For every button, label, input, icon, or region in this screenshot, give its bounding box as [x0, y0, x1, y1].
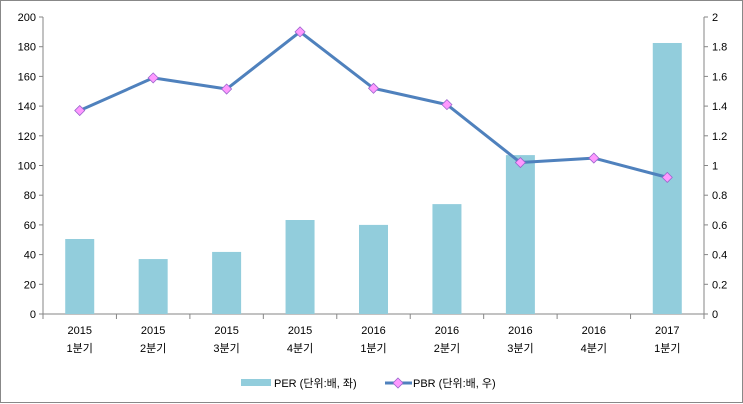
left-tick-label: 0: [30, 309, 36, 321]
pbr-marker: [661, 171, 673, 183]
x-tick-label-year: 2015: [141, 325, 165, 337]
x-tick-label-year: 2015: [67, 325, 91, 337]
x-tick-label-year: 2016: [582, 325, 606, 337]
x-tick-label-quarter: 4분기: [581, 342, 607, 355]
x-tick-label-quarter: 2분기: [434, 342, 460, 355]
x-tick-label-quarter: 3분기: [213, 342, 239, 355]
per-bar: [432, 204, 462, 314]
x-tick-label-quarter: 1분기: [654, 342, 680, 355]
x-tick-label-quarter: 3분기: [507, 342, 533, 355]
pbr-marker: [367, 82, 380, 94]
x-tick-label-quarter: 4분기: [287, 342, 313, 355]
right-tick-label: 1.4: [712, 101, 727, 113]
left-tick-label: 160: [18, 71, 36, 83]
per-bar: [138, 259, 168, 314]
pbr-marker: [441, 99, 453, 111]
per-bar: [212, 251, 242, 314]
right-tick-label: 1: [712, 161, 718, 173]
right-tick-label: 1.6: [712, 71, 727, 83]
pbr-line: [79, 30, 668, 179]
left-tick-label: 40: [24, 250, 36, 262]
right-tick-label: 0.2: [712, 279, 727, 291]
left-tick-label: 100: [18, 161, 36, 173]
x-tick-label-quarter: 1분기: [67, 342, 93, 355]
pbr-marker: [147, 72, 159, 84]
right-tick-label: 0.4: [712, 250, 727, 262]
left-tick-label: 80: [24, 190, 36, 202]
x-tick-label-year: 2015: [288, 325, 312, 337]
x-tick-label-year: 2017: [655, 325, 679, 337]
left-tick-label: 20: [24, 279, 36, 291]
per-bar: [359, 224, 388, 314]
per-bar: [285, 219, 315, 314]
x-tick-label-year: 2016: [435, 325, 459, 337]
legend-per-label: PER (단위:배, 좌): [274, 377, 357, 390]
left-tick-label: 200: [18, 12, 36, 24]
right-tick-label: 0.8: [712, 190, 727, 202]
x-tick-label-quarter: 1분기: [360, 342, 386, 355]
per-bar: [505, 155, 535, 314]
legend-per-swatch: [241, 379, 271, 386]
left-tick-label: 140: [18, 101, 36, 113]
x-tick-label-year: 2016: [508, 325, 532, 337]
right-tick-label: 1.8: [712, 42, 727, 54]
pbr-marker: [514, 156, 526, 169]
left-tick-label: 120: [18, 131, 36, 143]
pbr-marker: [294, 26, 306, 38]
x-tick-label-year: 2016: [361, 325, 385, 337]
right-tick-label: 2: [712, 12, 718, 24]
left-tick-label: 180: [18, 42, 36, 54]
x-tick-label-year: 2015: [214, 325, 238, 337]
right-tick-label: 0: [712, 309, 718, 321]
pbr-marker: [588, 152, 600, 164]
pbr-marker: [221, 83, 233, 95]
left-tick-label: 60: [24, 220, 36, 232]
legend-pbr-label: PBR (단위:배, 우): [413, 377, 496, 390]
right-tick-label: 0.6: [712, 220, 727, 232]
per-bar: [65, 239, 95, 314]
pbr-marker: [74, 104, 86, 117]
x-tick-label-quarter: 2분기: [140, 342, 166, 355]
right-tick-label: 1.2: [712, 131, 727, 143]
legend-pbr-marker: [392, 377, 404, 389]
